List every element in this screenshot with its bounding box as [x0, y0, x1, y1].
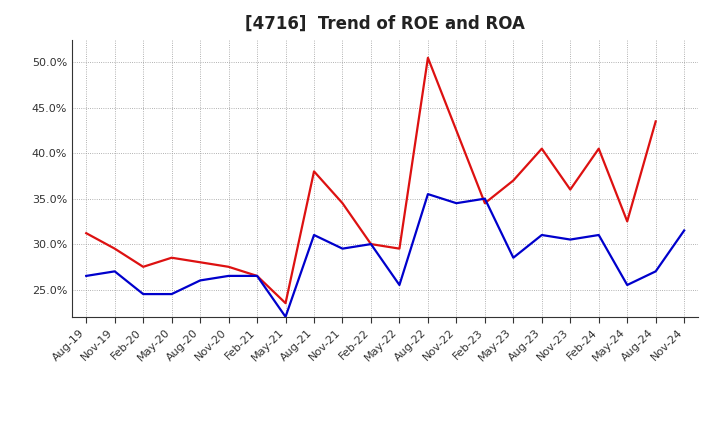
ROE — [566, 187, 575, 192]
ROE — [253, 273, 261, 279]
ROA — [595, 232, 603, 238]
ROE — [82, 231, 91, 236]
ROE — [595, 146, 603, 151]
ROA — [139, 291, 148, 297]
ROE — [395, 246, 404, 251]
ROA — [395, 282, 404, 288]
ROE — [139, 264, 148, 269]
ROA — [110, 269, 119, 274]
ROE — [225, 264, 233, 269]
ROA — [423, 191, 432, 197]
ROA — [167, 291, 176, 297]
ROE — [110, 246, 119, 251]
ROA — [196, 278, 204, 283]
ROE — [167, 255, 176, 260]
ROA — [366, 242, 375, 247]
ROE — [423, 55, 432, 60]
ROE — [338, 201, 347, 206]
ROE — [509, 178, 518, 183]
ROA — [680, 228, 688, 233]
ROA — [253, 273, 261, 279]
Title: [4716]  Trend of ROE and ROA: [4716] Trend of ROE and ROA — [246, 15, 525, 33]
ROE — [452, 128, 461, 133]
ROE — [652, 119, 660, 124]
ROE — [480, 201, 489, 206]
ROA — [452, 201, 461, 206]
ROA — [509, 255, 518, 260]
ROE — [310, 169, 318, 174]
ROA — [310, 232, 318, 238]
ROE — [196, 260, 204, 265]
ROE — [366, 242, 375, 247]
ROA — [537, 232, 546, 238]
ROA — [623, 282, 631, 288]
ROA — [282, 314, 290, 319]
ROA — [225, 273, 233, 279]
ROE — [623, 219, 631, 224]
ROA — [338, 246, 347, 251]
ROE — [537, 146, 546, 151]
ROA — [652, 269, 660, 274]
ROA — [82, 273, 91, 279]
ROA — [566, 237, 575, 242]
ROE — [282, 301, 290, 306]
ROA — [480, 196, 489, 201]
Line: ROA: ROA — [86, 194, 684, 317]
Line: ROE: ROE — [86, 58, 656, 303]
